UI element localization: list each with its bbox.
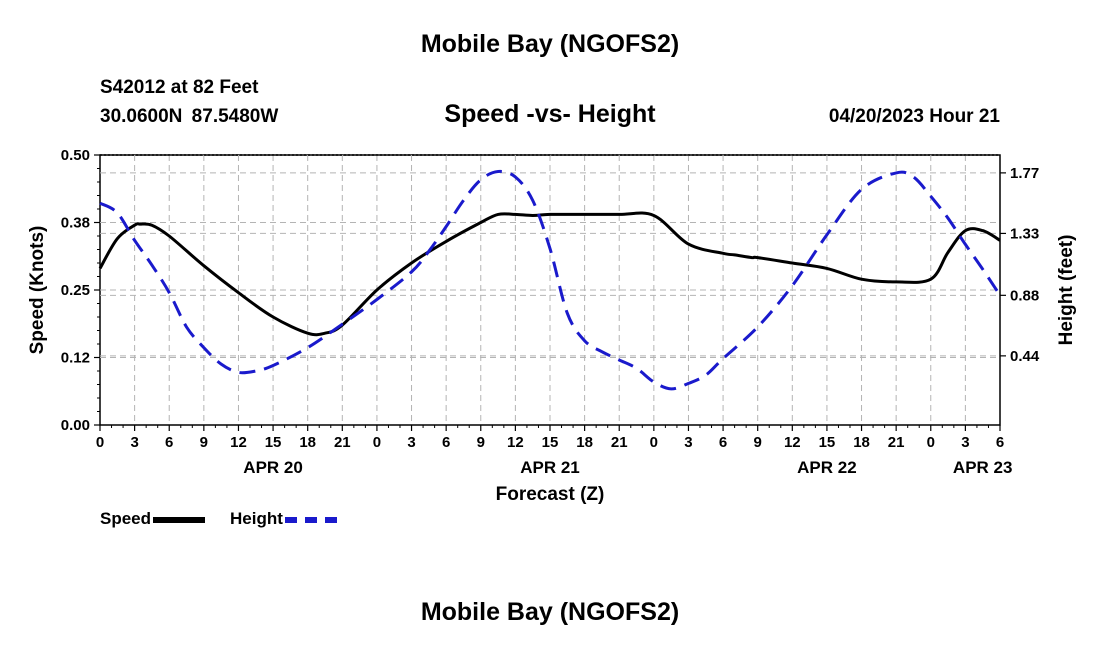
- legend-height-label: Height: [230, 509, 283, 528]
- x-tick-label: 15: [265, 434, 282, 451]
- y2-tick-label: 0.44: [1010, 348, 1040, 365]
- x-tick-label: 6: [165, 434, 173, 451]
- x-tick-label: 6: [442, 434, 450, 451]
- y2-tick-label: 0.88: [1010, 287, 1039, 304]
- x-tick-label: 18: [299, 434, 316, 451]
- x-tick-label: 21: [611, 434, 628, 451]
- x-tick-label: 3: [407, 434, 415, 451]
- y2-axis-label: Height (feet): [1056, 235, 1077, 346]
- y-axis-label: Speed (Knots): [27, 226, 48, 355]
- height-series-line: [99, 169, 1002, 391]
- date-label: APR 23: [953, 458, 1013, 477]
- speed-series-line: [98, 211, 1001, 337]
- y2-tick-label: 1.33: [1010, 225, 1039, 242]
- x-tick-label: 0: [373, 434, 381, 451]
- x-tick-label: 9: [200, 434, 208, 451]
- x-tick-label: 6: [719, 434, 727, 451]
- x-tick-label: 3: [130, 434, 138, 451]
- tick-label-layer: 0 3 6 9 12 15 18 21 0 3 6 9 12 15 18 21 0 3 6 9 12 15 18 21 0 3 6 A…: [61, 147, 1040, 477]
- x-tick-label: 0: [927, 434, 935, 451]
- x-axis-label: Forecast (Z): [496, 484, 605, 505]
- y-tick-label: 0.00: [61, 417, 90, 434]
- x-tick-label: 9: [477, 434, 485, 451]
- y-tick-label: 0.50: [61, 147, 90, 164]
- x-tick-label: 18: [576, 434, 593, 451]
- coordinates-label: 30.0600N 87.5480W: [100, 106, 279, 127]
- series-layer: [98, 169, 1002, 391]
- x-tick-label: 12: [230, 434, 247, 451]
- y-tick-label: 0.25: [61, 282, 90, 299]
- y-tick-label: 0.38: [61, 215, 90, 232]
- station-label: S42012 at 82 Feet: [100, 77, 259, 98]
- x-tick-label: 15: [542, 434, 559, 451]
- y2-tick-label: 1.77: [1010, 165, 1039, 182]
- x-tick-label: 9: [754, 434, 762, 451]
- date-label: APR 20: [243, 458, 303, 477]
- date-label: APR 21: [520, 458, 580, 477]
- x-tick-label: 12: [507, 434, 524, 451]
- legend-height-swatch: [284, 516, 337, 523]
- chart-subtitle: Speed -vs- Height: [444, 100, 656, 128]
- footer-title: Mobile Bay (NGOFS2): [420, 598, 680, 626]
- x-tick-label: 15: [819, 434, 836, 451]
- x-tick-label: 3: [961, 434, 969, 451]
- x-tick-label: 6: [996, 434, 1004, 451]
- x-tick-label: 12: [784, 434, 801, 451]
- date-label: APR 22: [797, 458, 857, 477]
- tick-layer: [94, 154, 1006, 431]
- forecast-run-label: 04/20/2023 Hour 21: [828, 106, 1000, 127]
- y-tick-label: 0.12: [61, 350, 90, 367]
- legend-item-speed: Speed: [100, 509, 206, 529]
- x-tick-label: 3: [684, 434, 692, 451]
- x-tick-label: 21: [888, 434, 905, 451]
- legend-item-height: Height: [230, 509, 337, 529]
- legend-speed-label: Speed: [100, 509, 152, 528]
- x-tick-label: 0: [650, 434, 658, 451]
- x-tick-label: 18: [853, 434, 870, 451]
- legend-speed-swatch: [153, 516, 206, 523]
- chart-title: Mobile Bay (NGOFS2): [420, 30, 680, 58]
- x-tick-label: 0: [96, 434, 104, 451]
- x-tick-label: 21: [334, 434, 351, 451]
